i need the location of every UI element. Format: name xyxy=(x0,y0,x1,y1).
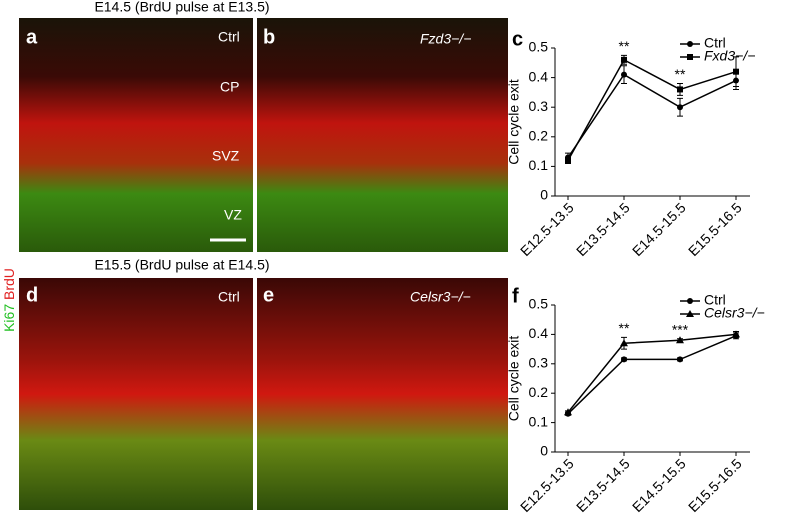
panel-letter: a xyxy=(26,26,38,48)
x-tick-label: E15.5-16.5 xyxy=(685,455,745,515)
marker xyxy=(733,68,739,75)
marker xyxy=(677,86,683,93)
legend-marker xyxy=(687,298,693,304)
x-tick-label: E13.5-14.5 xyxy=(573,199,633,259)
legend-label: Celsr3−/− xyxy=(704,305,765,321)
marker xyxy=(677,104,683,111)
x-tick-label: E15.5-16.5 xyxy=(685,199,745,259)
marker xyxy=(676,336,684,344)
panel-letter: e xyxy=(263,284,274,306)
y-tick-label: 0.5 xyxy=(529,296,549,312)
y-axis-label: Cell cycle exit xyxy=(506,336,522,422)
marker xyxy=(564,408,572,416)
marker xyxy=(621,56,627,63)
y-tick-label: 0.1 xyxy=(529,157,549,173)
legend-marker xyxy=(687,54,693,60)
significance: ** xyxy=(619,320,630,336)
line xyxy=(567,335,737,415)
x-tick-label: E14.5-15.5 xyxy=(629,199,689,259)
label: SVZ xyxy=(212,148,240,164)
label: Ctrl xyxy=(218,29,240,45)
stain-label: Ki67 BrdU xyxy=(1,268,17,332)
marker xyxy=(621,71,627,78)
panel-letter: d xyxy=(26,284,38,306)
legend-label: Ctrl xyxy=(704,35,726,51)
line xyxy=(567,333,737,413)
legend-label: Ctrl xyxy=(704,292,726,308)
panel-letter: f xyxy=(512,285,519,307)
marker xyxy=(620,339,628,347)
y-tick-label: 0.3 xyxy=(529,355,549,371)
micrograph xyxy=(257,278,508,510)
marker xyxy=(621,356,627,363)
line xyxy=(567,58,737,161)
y-tick-label: 0.5 xyxy=(529,39,549,55)
panel-letter: b xyxy=(263,26,275,48)
panel-labels: a Ctrl CP SVZ VZ b Fzd3−/− d Ctrl e Cels… xyxy=(26,26,471,306)
y-tick-label: 0.4 xyxy=(529,68,549,84)
micrograph xyxy=(257,18,508,252)
heading: E14.5 (BrdU pulse at E13.5) xyxy=(94,0,269,15)
y-tick-label: 0.2 xyxy=(529,128,549,144)
y-tick-label: 0.1 xyxy=(529,413,549,429)
marker xyxy=(565,157,571,164)
x-tick-label: E12.5-13.5 xyxy=(517,455,577,515)
micrograph xyxy=(19,18,253,252)
significance: ** xyxy=(619,38,630,54)
label: Celsr3−/− xyxy=(410,289,471,305)
label: Fzd3−/− xyxy=(420,31,471,47)
significance: ** xyxy=(675,66,686,82)
label: Ctrl xyxy=(218,289,240,305)
x-tick-label: E12.5-13.5 xyxy=(517,199,577,259)
heading: E15.5 (BrdU pulse at E14.5) xyxy=(94,257,269,273)
x-tick-label: E13.5-14.5 xyxy=(573,455,633,515)
micrograph xyxy=(19,278,253,510)
significance: *** xyxy=(672,322,689,338)
y-tick-label: 0 xyxy=(540,443,548,459)
panel-letter: c xyxy=(512,28,523,50)
legend-marker xyxy=(687,41,693,47)
legend-marker xyxy=(686,310,694,317)
legend-label: Fxd3−/− xyxy=(704,48,755,64)
marker xyxy=(677,356,683,363)
y-tick-label: 0.3 xyxy=(529,98,549,114)
line xyxy=(567,73,737,158)
marker xyxy=(732,330,740,338)
label: VZ xyxy=(224,207,242,223)
x-tick-label: E14.5-15.5 xyxy=(629,455,689,515)
y-tick-label: 0.2 xyxy=(529,384,549,400)
y-tick-label: 0.4 xyxy=(529,325,549,341)
y-axis-label: Cell cycle exit xyxy=(506,79,522,165)
y-tick-label: 0 xyxy=(540,187,548,203)
label: CP xyxy=(220,79,239,95)
